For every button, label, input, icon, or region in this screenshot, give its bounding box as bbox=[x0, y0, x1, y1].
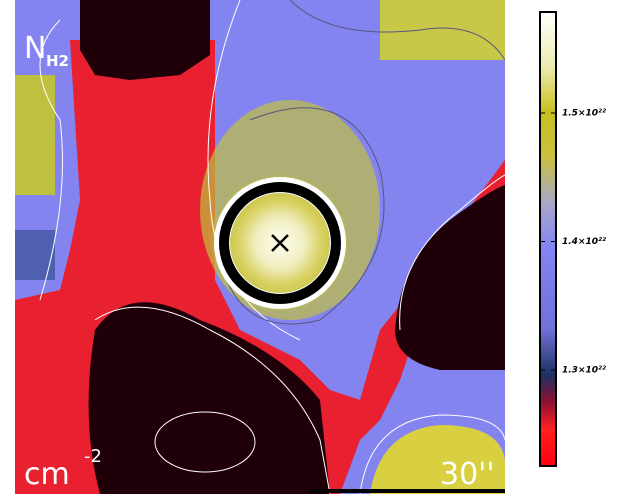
density-map bbox=[15, 0, 505, 494]
colorbar-tick-label: 1.4×10²² bbox=[562, 237, 606, 247]
unit-label: cm bbox=[24, 457, 70, 492]
unit-exponent: -2 bbox=[84, 446, 102, 467]
colorbar bbox=[539, 11, 557, 467]
quantity-subscript: H2 bbox=[46, 52, 69, 70]
scale-bar-label: 30'' bbox=[440, 457, 495, 492]
quantity-label: N bbox=[24, 31, 46, 66]
colorbar-tick-label: 1.3×10²² bbox=[562, 366, 606, 376]
colorbar-tick-label: 1.5×10²² bbox=[562, 109, 606, 119]
